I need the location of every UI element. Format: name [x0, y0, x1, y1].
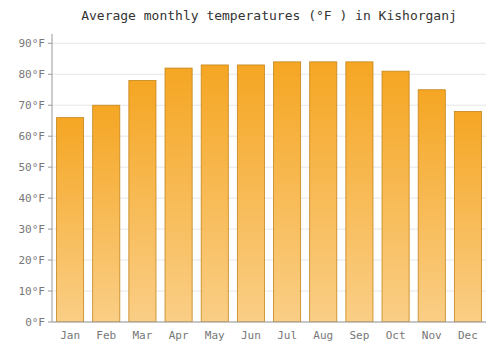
grid: [52, 43, 486, 322]
x-tick-label: Mar: [132, 329, 152, 342]
y-tick: [48, 322, 52, 323]
bars: [57, 62, 482, 322]
y-tick-label: 20°F: [19, 254, 46, 267]
x-tick-label: Aug: [313, 329, 333, 342]
x-tick-label: Apr: [169, 329, 189, 342]
title: Average monthly temperatures (°F ) in Ki…: [81, 8, 457, 23]
bar: [237, 65, 264, 322]
y-tick: [48, 136, 52, 137]
bar: [310, 62, 337, 322]
y-tick-label: 40°F: [19, 192, 46, 205]
bar: [382, 71, 409, 322]
bar: [129, 80, 156, 322]
y-tick-label: 0°F: [25, 316, 45, 329]
grid-line: [52, 74, 486, 75]
y-tick: [48, 291, 52, 292]
bar: [57, 118, 84, 322]
grid-line: [52, 322, 486, 323]
x-axis: [52, 322, 486, 323]
bar: [165, 68, 192, 322]
x-tick-label: Feb: [96, 329, 116, 342]
x-tick-label: Jun: [241, 329, 261, 342]
y-tick: [48, 229, 52, 230]
y-tick: [48, 43, 52, 44]
y-tick-label: 90°F: [19, 37, 46, 50]
y-axis: [52, 34, 53, 322]
bar: [454, 111, 481, 322]
y-tick-label: 30°F: [19, 223, 46, 236]
y-tick-label: 10°F: [19, 285, 46, 298]
x-tick-label: Nov: [422, 329, 442, 342]
bar: [201, 65, 228, 322]
x-tick-label: Jul: [277, 329, 297, 342]
y-tick-label: 60°F: [19, 130, 46, 143]
x-tick-label: Oct: [386, 329, 406, 342]
grid-line: [52, 43, 486, 44]
chart-container: Average monthly temperatures (°F ) in Ki…: [0, 0, 500, 350]
x-tick-label: Sep: [349, 329, 369, 342]
y-tick-label: 50°F: [19, 161, 46, 174]
y-tick: [48, 260, 52, 261]
bar: [418, 90, 445, 322]
x-tick-label: Dec: [458, 329, 478, 342]
y-tick: [48, 105, 52, 106]
y-tick-label: 80°F: [19, 68, 46, 81]
bar: [274, 62, 301, 322]
x-tick-label: Jan: [60, 329, 80, 342]
y-tick: [48, 74, 52, 75]
bar: [93, 105, 120, 322]
bar: [346, 62, 373, 322]
y-tick: [48, 167, 52, 168]
chart: Average monthly temperatures (°F ) in Ki…: [0, 0, 500, 350]
y-tick: [48, 198, 52, 199]
y-tick-label: 70°F: [19, 99, 46, 112]
x-tick-label: May: [205, 329, 225, 342]
